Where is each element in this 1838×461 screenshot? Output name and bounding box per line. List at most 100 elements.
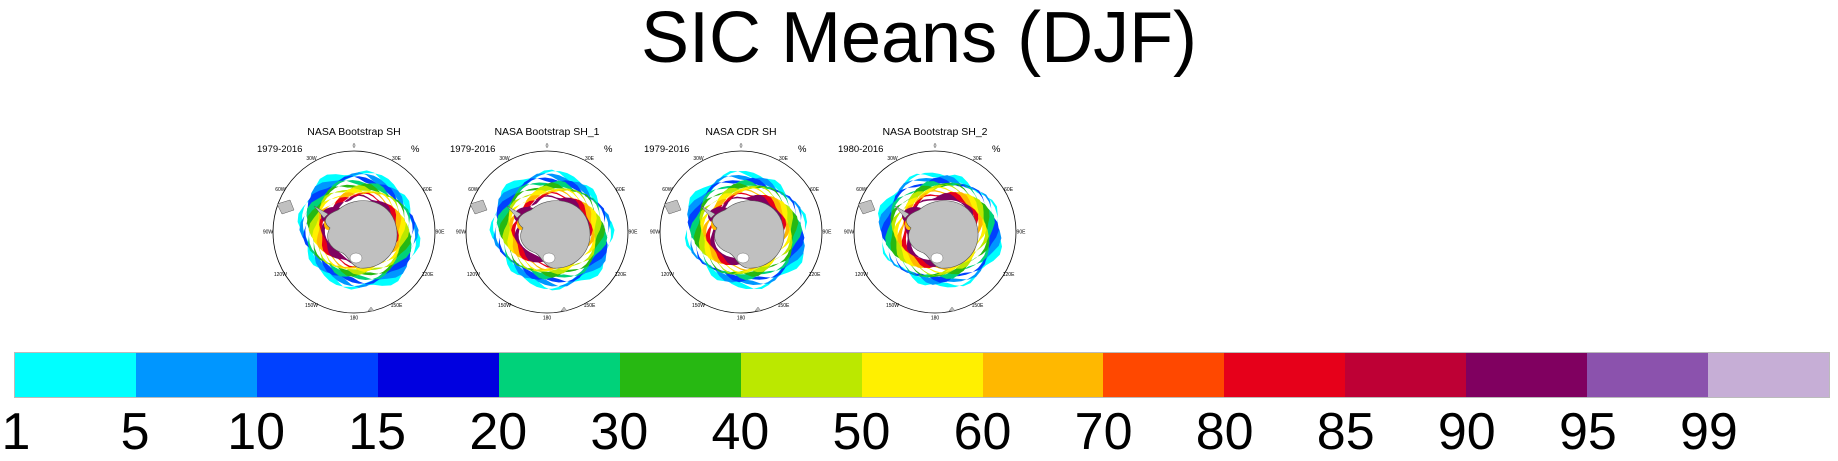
antarctic-peninsula [506,205,522,219]
longitude-label: 90W [456,230,467,236]
polar-map: 0 30E 60E 90E 120E 150E 180 150W 120W 90W 60W 30W [456,144,639,322]
longitude-label: 0 [353,144,356,150]
colorbar-box [377,353,499,397]
south-america-land [663,199,682,215]
colorbar-box [15,353,136,397]
panel-period: 1980-2016 [838,144,884,155]
polar-map: 0 30E 60E 90E 120E 150E 180 150W 120W 90W 60W 30W [650,144,833,322]
longitude-label: 60E [810,187,820,193]
colorbar-box [1466,353,1588,397]
panel-title: NASA Bootstrap SH_2 [882,126,988,138]
panel-units: % [798,144,807,155]
colorbar-tick-label: 90 [1437,403,1496,461]
colorbar-box [1103,353,1225,397]
panel-units: % [411,144,420,155]
colorbar-box [619,353,741,397]
colorbar-tick-label: 10 [227,403,286,461]
longitude-label: 30W [887,156,898,162]
map-panel: NASA Bootstrap SH_2 1980-2016% 0 30E 60E 90E 1… [838,126,1030,326]
ross-ice-shelf [930,252,944,264]
ross-ice-shelf [349,252,363,264]
panel-period: 1979-2016 [450,144,496,155]
longitude-label: 30E [585,156,595,162]
colorbar-tick-label: 95 [1558,403,1617,461]
antarctica-land [325,200,398,269]
island [560,306,568,312]
longitude-label: 120E [809,272,821,278]
polar-map: 0 30E 60E 90E 120E 150E 180 150W 120W 90W 60W 30W [844,144,1027,322]
map-panel: NASA Bootstrap SH_1 1979-2016% 0 30E 60E 90E 1… [450,126,642,326]
island [367,306,375,312]
island [948,306,956,312]
longitude-label: 180 [350,316,359,322]
panel-units: % [604,144,613,155]
colorbar-box [740,353,862,397]
longitude-label: 120E [422,272,434,278]
colorbar-box [1224,353,1346,397]
longitude-label: 150W [692,303,705,309]
longitude-label: 150E [584,303,596,309]
longitude-label: 60E [616,187,626,193]
panel-title: NASA Bootstrap SH [307,126,401,138]
ross-ice-shelf [736,252,750,264]
longitude-label: 150E [391,303,403,309]
colorbar-tick-label: 80 [1195,403,1254,461]
colorbar-box [982,353,1104,397]
longitude-label: 120W [467,272,480,278]
colorbar-box [1708,353,1830,397]
longitude-label: 90E [629,230,639,236]
south-america-land [857,199,876,215]
longitude-label: 60W [662,187,673,193]
colorbar [14,352,1830,398]
longitude-label: 120E [615,272,627,278]
polar-map: 0 30E 60E 90E 120E 150E 180 150W 120W 90W 60W 30W [263,144,446,322]
longitude-label: 120W [855,272,868,278]
longitude-label: 30E [392,156,402,162]
longitude-label: 90E [823,230,833,236]
colorbar-tick-label: 20 [469,403,528,461]
colorbar-tick-label: 1 [1,403,31,461]
longitude-label: 30W [693,156,704,162]
colorbar-box [498,353,620,397]
longitude-label: 180 [543,316,552,322]
longitude-label: 0 [934,144,937,150]
panel-units: % [992,144,1001,155]
ross-ice-shelf [542,252,556,264]
longitude-label: 60W [468,187,479,193]
longitude-label: 60W [856,187,867,193]
antarctica-land [518,200,591,269]
longitude-label: 60E [423,187,433,193]
longitude-label: 90E [436,230,446,236]
longitude-label: 60W [275,187,286,193]
longitude-label: 150W [498,303,511,309]
longitude-label: 150E [778,303,790,309]
colorbar-tick-label: 30 [590,403,649,461]
longitude-label: 30W [499,156,510,162]
colorbar-box [135,353,257,397]
longitude-label: 30E [779,156,789,162]
colorbar-box [1345,353,1467,397]
south-america-land [276,199,295,215]
longitude-label: 0 [740,144,743,150]
island [754,306,762,312]
longitude-label: 90E [1017,230,1027,236]
antarctic-peninsula [894,205,910,219]
colorbar-tick-label: 85 [1316,403,1375,461]
longitude-label: 120W [661,272,674,278]
colorbar-tick-label: 40 [711,403,770,461]
longitude-label: 30W [306,156,317,162]
chart-title: SIC Means (DJF) [640,0,1198,78]
longitude-label: 90W [844,230,855,236]
colorbar-box [1587,353,1709,397]
longitude-label: 120E [1003,272,1015,278]
colorbar-tick-label: 70 [1074,403,1133,461]
longitude-label: 180 [931,316,940,322]
longitude-label: 90W [650,230,661,236]
longitude-label: 150W [305,303,318,309]
longitude-label: 150E [972,303,984,309]
colorbar-tick-label: 60 [953,403,1012,461]
colorbar-box [256,353,378,397]
map-panel: NASA Bootstrap SH 1979-2016% 0 30E 60E 90E 120… [257,126,449,326]
longitude-label: 180 [737,316,746,322]
panel-title: NASA CDR SH [705,126,777,138]
